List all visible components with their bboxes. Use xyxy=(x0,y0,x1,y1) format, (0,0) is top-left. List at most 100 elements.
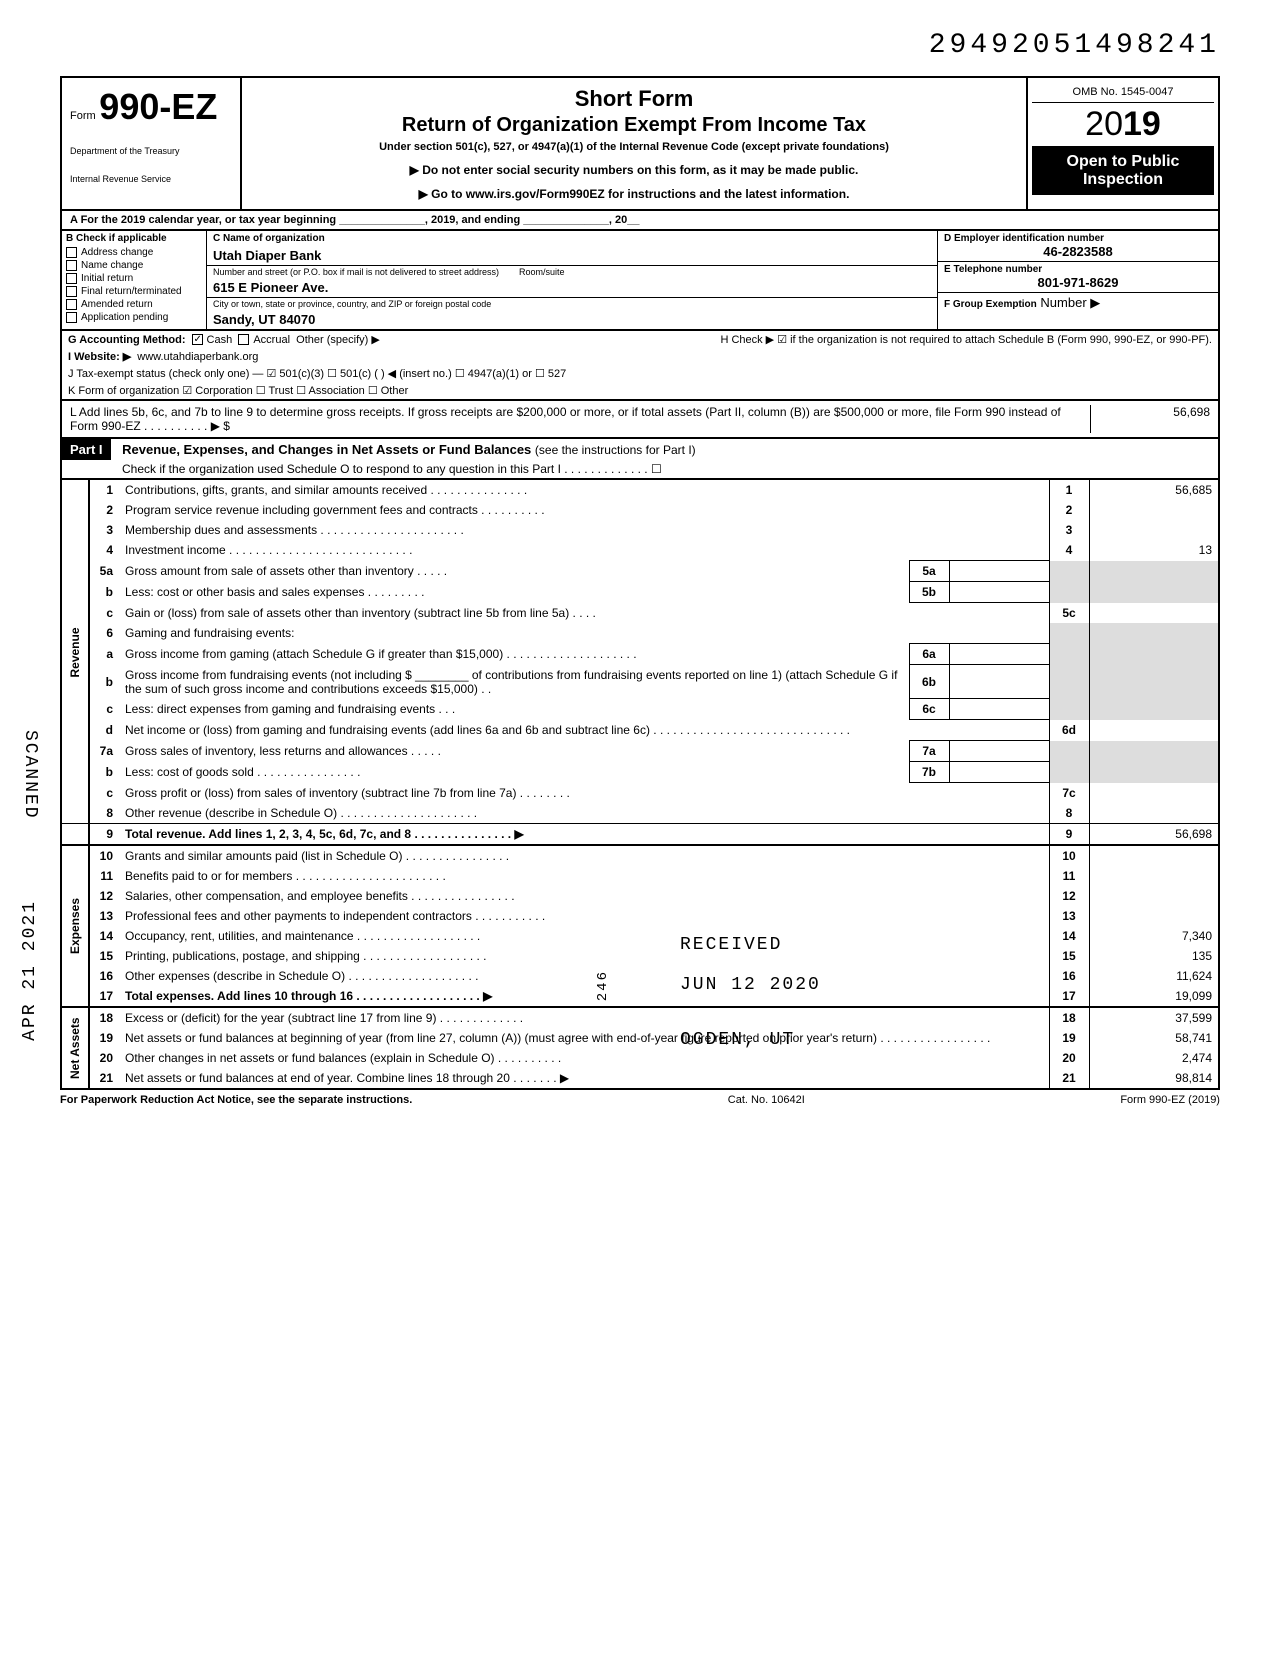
line-21-amt: 98,814 xyxy=(1089,1068,1219,1089)
line-6b-num: b xyxy=(89,665,119,699)
line-15-desc: Printing, publications, postage, and shi… xyxy=(119,946,1049,966)
line-20-desc: Other changes in net assets or fund bala… xyxy=(119,1048,1049,1068)
cb-name-change[interactable] xyxy=(66,260,77,271)
line-19-num: 19 xyxy=(89,1028,119,1048)
line-6d-boxnum: 6d xyxy=(1049,720,1089,741)
line-2-boxnum: 2 xyxy=(1049,500,1089,520)
line-21-boxnum: 21 xyxy=(1049,1068,1089,1089)
line-7b-desc: Less: cost of goods sold . . . . . . . .… xyxy=(119,762,909,783)
website-value: www.utahdiaperbank.org xyxy=(137,351,258,363)
line-14-amt: 7,340 xyxy=(1089,926,1219,946)
line-6a-midnum: 6a xyxy=(909,644,949,665)
line-20-amt: 2,474 xyxy=(1089,1048,1219,1068)
line-18-amt: 37,599 xyxy=(1089,1007,1219,1028)
line-1-desc: Contributions, gifts, grants, and simila… xyxy=(119,480,1049,500)
row-l-text: L Add lines 5b, 6c, and 7b to line 9 to … xyxy=(70,405,1090,433)
dept-treasury: Department of the Treasury xyxy=(70,146,232,156)
line-5a-num: 5a xyxy=(89,561,119,582)
line-3-amt xyxy=(1089,520,1219,540)
line-7b-num: b xyxy=(89,762,119,783)
document-id: 29492051498241 xyxy=(60,30,1220,61)
cb-accrual[interactable] xyxy=(238,334,249,345)
line-2-num: 2 xyxy=(89,500,119,520)
group-exempt-value: Number ▶ xyxy=(1040,295,1100,310)
shaded-6-amt xyxy=(1089,623,1219,720)
line-17-num: 17 xyxy=(89,986,119,1007)
cb-final-return[interactable] xyxy=(66,286,77,297)
year-box: OMB No. 1545-0047 2019 Open to PublicIns… xyxy=(1028,78,1218,209)
part-1-check: Check if the organization used Schedule … xyxy=(62,460,1218,478)
line-16-desc: Other expenses (describe in Schedule O) … xyxy=(119,966,1049,986)
line-7c-desc: Gross profit or (loss) from sales of inv… xyxy=(119,783,1049,804)
form-header: Form 990-EZ Department of the Treasury I… xyxy=(60,76,1220,211)
line-13-desc: Professional fees and other payments to … xyxy=(119,906,1049,926)
row-h: H Check ▶ ☑ if the organization is not r… xyxy=(720,333,1212,346)
line-6b-midamt xyxy=(949,665,1049,699)
org-name: Utah Diaper Bank xyxy=(207,246,937,266)
line-5b-num: b xyxy=(89,582,119,603)
tax-year: 2019 xyxy=(1032,103,1214,147)
line-16-boxnum: 16 xyxy=(1049,966,1089,986)
line-5c-amt xyxy=(1089,603,1219,624)
shaded-5-amt xyxy=(1089,561,1219,603)
line-6c-num: c xyxy=(89,699,119,720)
line-1-boxnum: 1 xyxy=(1049,480,1089,500)
line-3-boxnum: 3 xyxy=(1049,520,1089,540)
line-11-num: 11 xyxy=(89,866,119,886)
line-7c-num: c xyxy=(89,783,119,804)
line-14-num: 14 xyxy=(89,926,119,946)
stamp-ogden: OGDEN, UT xyxy=(680,1030,795,1050)
form-label: Form xyxy=(70,110,96,122)
lbl-amended: Amended return xyxy=(81,299,153,310)
line-21-desc: Net assets or fund balances at end of ye… xyxy=(119,1068,1049,1089)
row-g-label: G Accounting Method: xyxy=(68,334,186,346)
line-11-desc: Benefits paid to or for members . . . . … xyxy=(119,866,1049,886)
part-1-header-row: Part I Revenue, Expenses, and Changes in… xyxy=(60,439,1220,480)
line-18-boxnum: 18 xyxy=(1049,1007,1089,1028)
cb-initial-return[interactable] xyxy=(66,273,77,284)
shaded-7-amt xyxy=(1089,741,1219,783)
cb-cash[interactable] xyxy=(192,334,203,345)
line-19-desc: Net assets or fund balances at beginning… xyxy=(119,1028,1049,1048)
cb-address-change[interactable] xyxy=(66,247,77,258)
line-9-desc: Total revenue. Add lines 1, 2, 3, 4, 5c,… xyxy=(119,824,1049,846)
org-address: 615 E Pioneer Ave. xyxy=(207,278,937,298)
line-6a-midamt xyxy=(949,644,1049,665)
line-7b-midamt xyxy=(949,762,1049,783)
stamp-date: JUN 12 2020 xyxy=(680,975,821,995)
line-1-num: 1 xyxy=(89,480,119,500)
col-c-header: C Name of organization xyxy=(207,231,937,246)
line-1-amt: 56,685 xyxy=(1089,480,1219,500)
ein-value: 46-2823588 xyxy=(944,244,1212,259)
row-a-calendar-year: A For the 2019 calendar year, or tax yea… xyxy=(60,211,1220,231)
line-5c-boxnum: 5c xyxy=(1049,603,1089,624)
cb-amended[interactable] xyxy=(66,299,77,310)
line-19-boxnum: 19 xyxy=(1049,1028,1089,1048)
line-7b-midnum: 7b xyxy=(909,762,949,783)
line-15-num: 15 xyxy=(89,946,119,966)
line-7c-boxnum: 7c xyxy=(1049,783,1089,804)
part-1-badge: Part I xyxy=(62,439,111,460)
footer-paperwork: For Paperwork Reduction Act Notice, see … xyxy=(60,1094,412,1106)
side-revenue: Revenue xyxy=(61,480,89,824)
side-net-assets: Net Assets xyxy=(61,1007,89,1089)
cb-app-pending[interactable] xyxy=(66,312,77,323)
line-4-amt: 13 xyxy=(1089,540,1219,561)
form-number-box: Form 990-EZ Department of the Treasury I… xyxy=(62,78,242,209)
row-j-tax-status: J Tax-exempt status (check only one) — ☑… xyxy=(68,367,566,380)
col-c-org-info: C Name of organization Utah Diaper Bank … xyxy=(207,231,938,329)
side-scanned: SCANNED xyxy=(20,730,40,820)
line-6c-midnum: 6c xyxy=(909,699,949,720)
lbl-cash: Cash xyxy=(207,334,233,346)
line-9-boxnum: 9 xyxy=(1049,824,1089,846)
lbl-final-return: Final return/terminated xyxy=(81,286,182,297)
line-14-boxnum: 14 xyxy=(1049,926,1089,946)
line-5b-desc: Less: cost or other basis and sales expe… xyxy=(119,582,909,603)
title-sub: Under section 501(c), 527, or 4947(a)(1)… xyxy=(257,141,1011,153)
line-5a-desc: Gross amount from sale of assets other t… xyxy=(119,561,909,582)
row-l-amount: 56,698 xyxy=(1090,405,1210,433)
line-6a-desc: Gross income from gaming (attach Schedul… xyxy=(119,644,909,665)
footer: For Paperwork Reduction Act Notice, see … xyxy=(60,1090,1220,1106)
line-7a-desc: Gross sales of inventory, less returns a… xyxy=(119,741,909,762)
line-10-boxnum: 10 xyxy=(1049,845,1089,866)
